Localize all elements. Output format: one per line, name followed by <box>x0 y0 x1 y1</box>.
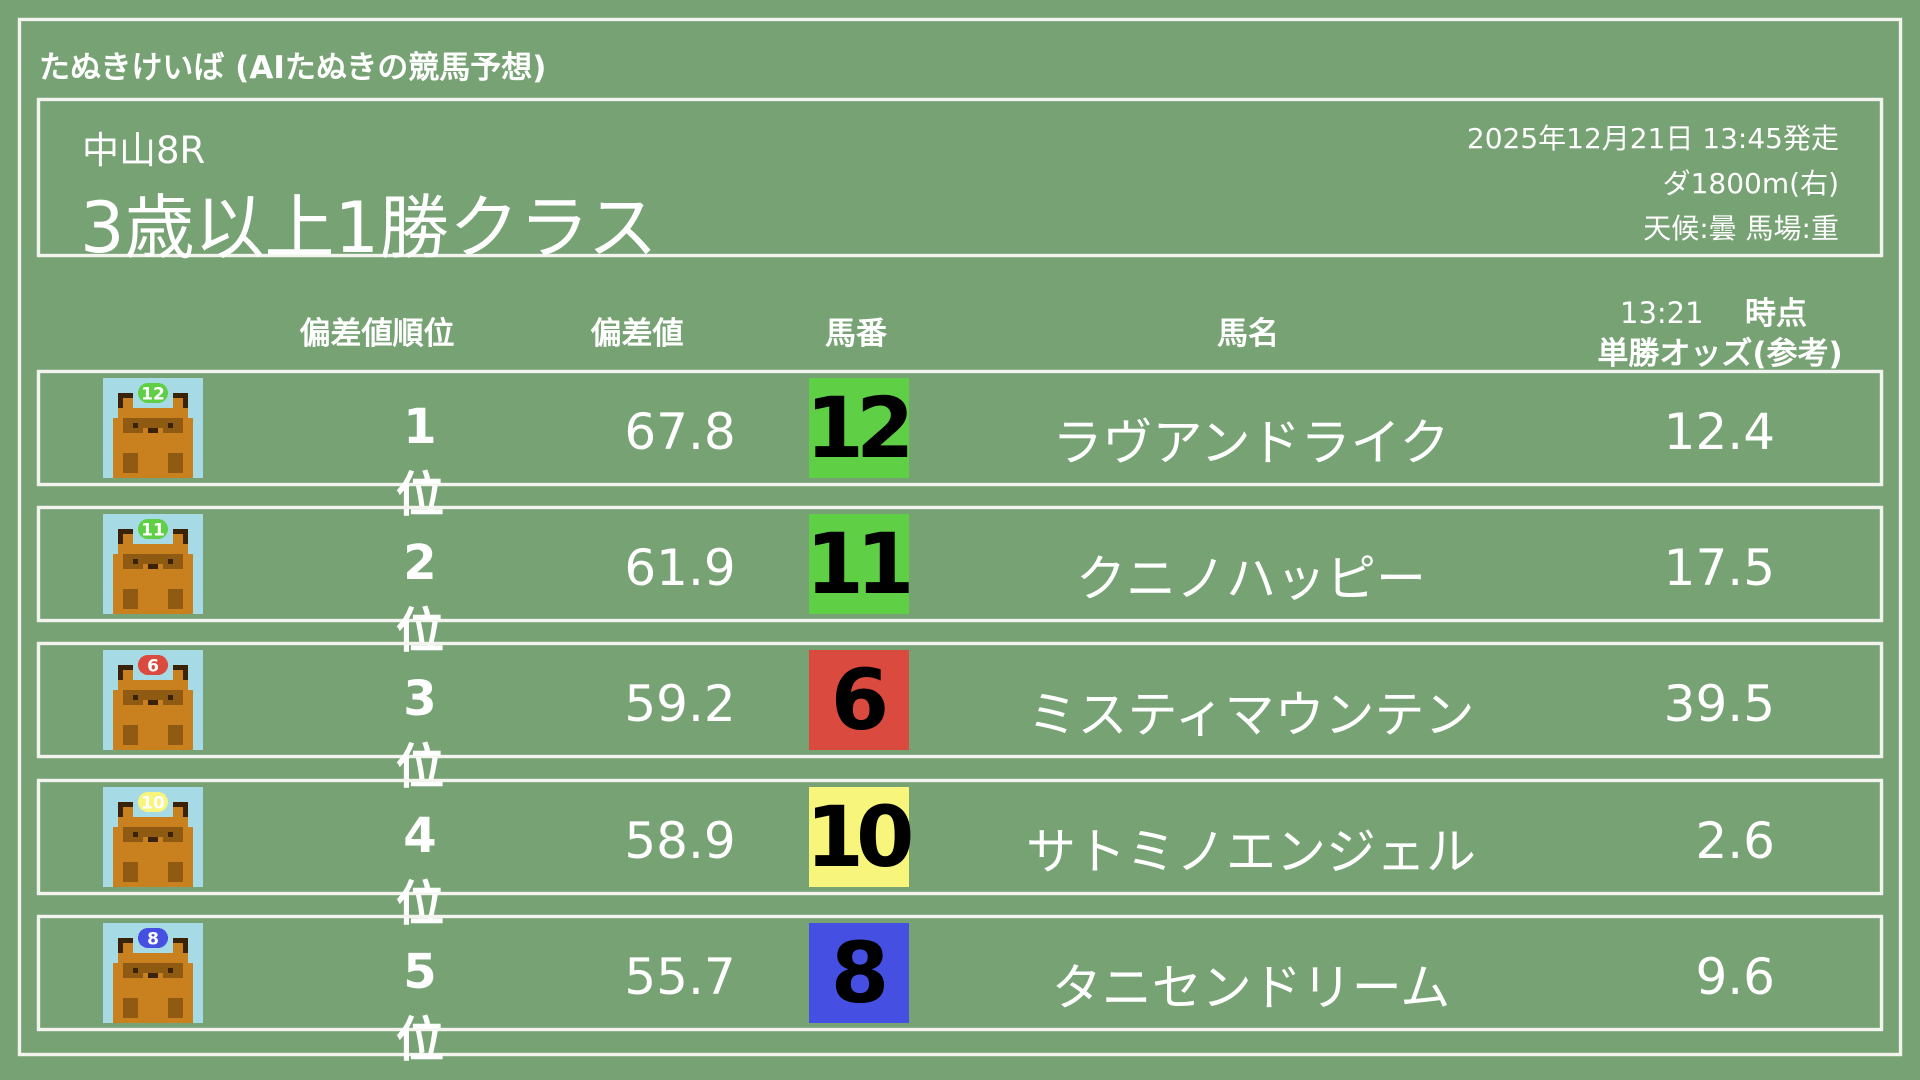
horse-number-badge: 10 <box>806 787 914 887</box>
app-title: たぬきけいば (AIたぬきの競馬予想) <box>39 50 547 86</box>
win-odds: 9.6 <box>1695 948 1775 1006</box>
race-conditions: 天候:曇 馬場:重 <box>1643 212 1839 245</box>
odds-time: 13:21 <box>1620 296 1704 330</box>
ranking-row: 8 5位 55.7 8 タニセンドリーム 9.6 <box>37 915 1883 1068</box>
score: 55.7 <box>624 948 736 1006</box>
rank: 2位 <box>395 535 444 659</box>
horse-number-badge: 11 <box>806 514 914 614</box>
race-course: ダ1800m(右) <box>1662 167 1839 200</box>
ranking-row: 11 2位 61.9 11 クニノハッピー 17.5 <box>37 506 1883 659</box>
race-name: 3歳以上1勝クラス <box>80 187 658 269</box>
horse-number-badge: 8 <box>809 923 909 1023</box>
horse-number-badge: 6 <box>809 650 909 750</box>
score: 67.8 <box>624 403 736 461</box>
tanuki-avatar-icon: 11 <box>103 514 203 614</box>
ranking-row: 6 3位 59.2 6 ミスティマウンテン 39.5 <box>37 642 1883 795</box>
col-number: 馬番 <box>825 316 887 352</box>
col-rank: 偏差値順位 <box>299 316 455 352</box>
rank: 4位 <box>395 808 444 932</box>
ranking-row: 10 4位 58.9 10 サトミノエンジェル 2.6 <box>37 779 1883 932</box>
horse-name: ラヴアンドライク <box>1052 414 1450 472</box>
score: 59.2 <box>624 675 736 733</box>
board-frame <box>18 18 1902 1056</box>
svg-text:8: 8 <box>147 930 159 950</box>
score: 61.9 <box>624 539 736 597</box>
horse-name: ミスティマウンテン <box>1027 686 1475 744</box>
horse-name: サトミノエンジェル <box>1026 823 1476 881</box>
rank: 1位 <box>395 399 444 523</box>
race-datetime: 2025年12月21日 13:45発走 <box>1466 122 1839 155</box>
svg-text:10: 10 <box>141 794 165 814</box>
tanuki-avatar-icon: 12 <box>103 378 203 478</box>
win-odds: 17.5 <box>1663 539 1775 597</box>
horse-name: クニノハッピー <box>1076 550 1426 608</box>
tanuki-avatar-icon: 6 <box>103 650 203 750</box>
odds-when: 時点 <box>1745 296 1807 332</box>
win-odds: 12.4 <box>1663 403 1775 461</box>
score: 58.9 <box>624 812 736 870</box>
ranking-row: 12 1位 67.8 12 ラヴアンドライク 12.4 <box>37 370 1883 523</box>
rank: 3位 <box>395 671 444 795</box>
win-odds: 39.5 <box>1663 675 1775 733</box>
horse-number-badge: 12 <box>806 378 914 478</box>
svg-text:6: 6 <box>147 657 159 677</box>
tanuki-avatar-icon: 8 <box>103 923 203 1023</box>
col-name: 馬名 <box>1217 316 1279 352</box>
tanuki-avatar-icon: 10 <box>103 787 203 887</box>
horse-name: タニセンドリーム <box>1051 959 1451 1017</box>
race-header <box>37 98 1883 257</box>
svg-text:11: 11 <box>141 521 165 541</box>
rank: 5位 <box>395 944 444 1068</box>
win-odds: 2.6 <box>1695 812 1775 870</box>
race-venue: 中山8R <box>82 129 206 172</box>
col-score: 偏差値 <box>590 316 684 352</box>
svg-text:12: 12 <box>141 385 165 405</box>
col-odds: 単勝オッズ(参考) <box>1597 336 1843 372</box>
